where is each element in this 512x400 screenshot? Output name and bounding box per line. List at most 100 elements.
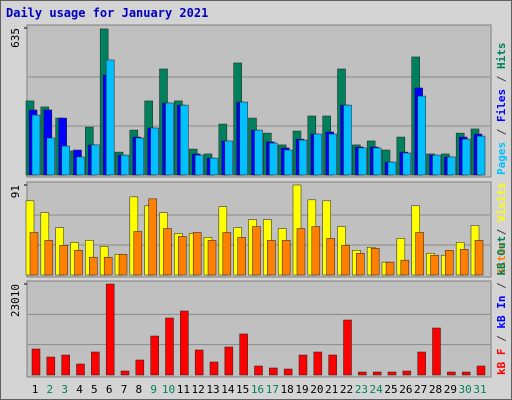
bar — [343, 319, 352, 376]
bar — [385, 261, 395, 276]
x-tick-label: 27 — [414, 383, 427, 396]
x-tick-label: 18 — [281, 383, 294, 396]
bar — [283, 149, 293, 176]
bar — [59, 245, 68, 276]
legend-separator: / — [495, 69, 508, 89]
x-tick-label: 2 — [47, 383, 54, 396]
bar — [105, 59, 115, 176]
x-tick-label: 21 — [325, 383, 338, 396]
bar — [283, 368, 293, 376]
bar — [165, 317, 174, 376]
x-tick-label: 11 — [177, 383, 190, 396]
bar — [341, 245, 350, 276]
bar — [29, 232, 39, 276]
bar — [254, 129, 263, 176]
legend-separator: / — [495, 329, 508, 349]
bar — [224, 140, 234, 176]
y-tick-label: 635 — [9, 28, 22, 48]
x-tick-label: 28 — [429, 383, 442, 396]
bar — [298, 139, 308, 176]
bar — [281, 240, 291, 276]
legend-entry: Visits — [495, 182, 508, 222]
bar — [461, 371, 471, 376]
bar — [31, 114, 41, 176]
bar — [133, 231, 143, 276]
legend-entry: Hits — [495, 43, 508, 70]
bar — [46, 137, 56, 176]
bar — [135, 137, 145, 176]
bar — [432, 327, 441, 376]
x-tick-label: 6 — [106, 383, 113, 396]
x-tick-label: 23 — [355, 383, 368, 396]
x-tick-label: 1 — [32, 383, 39, 396]
bar — [313, 133, 323, 176]
bar — [445, 250, 454, 276]
bar — [180, 310, 189, 376]
x-tick-label: 26 — [399, 383, 412, 396]
bar — [31, 348, 41, 376]
x-tick-label: 7 — [121, 383, 128, 396]
bar — [89, 256, 98, 276]
x-tick-label: 31 — [473, 383, 486, 396]
bar — [298, 354, 308, 376]
bar — [400, 259, 410, 276]
bar — [417, 95, 426, 176]
x-tick-label: 14 — [221, 383, 235, 396]
legend: kB F / kB In / kB Out — [495, 236, 508, 375]
bar — [387, 371, 397, 376]
legend-entry: Sites — [495, 242, 508, 275]
legend-separator: / — [495, 276, 508, 296]
bar — [76, 363, 85, 376]
bar — [209, 361, 219, 376]
legend: Sites / Visits — [495, 182, 508, 275]
legend: Pages / Files / Hits — [495, 43, 508, 176]
bar — [269, 142, 278, 176]
bar — [358, 147, 367, 176]
bar — [447, 156, 456, 176]
bar — [178, 236, 187, 276]
x-tick-label: 8 — [136, 383, 143, 396]
chart-title: Daily usage for January 2021 — [6, 6, 208, 20]
x-tick-label: 19 — [295, 383, 308, 396]
bar — [76, 156, 85, 176]
x-tick-label: 5 — [91, 383, 98, 396]
x-tick-label: 12 — [192, 383, 205, 396]
y-tick-label: 23010 — [9, 284, 22, 317]
bar — [459, 249, 469, 276]
bar — [61, 145, 70, 176]
bar — [135, 359, 145, 376]
legend-separator: / — [495, 222, 508, 242]
bar — [192, 232, 202, 276]
bar — [461, 138, 471, 176]
bar — [46, 356, 56, 376]
bar — [91, 351, 100, 376]
x-tick-label: 24 — [370, 383, 384, 396]
bar — [105, 283, 115, 376]
bar — [417, 351, 426, 376]
bar — [120, 154, 130, 176]
bar — [163, 228, 172, 276]
legend-entry: Files — [495, 89, 508, 122]
bar — [254, 365, 263, 376]
bar — [252, 226, 261, 276]
bar — [430, 254, 439, 276]
x-tick-label: 30 — [459, 383, 472, 396]
legend-separator: / — [495, 122, 508, 142]
x-tick-label: 15 — [236, 383, 249, 396]
bar — [165, 102, 174, 176]
bar — [326, 238, 335, 276]
x-tick-label: 17 — [266, 383, 279, 396]
bar — [120, 370, 130, 376]
x-tick-label: 20 — [310, 383, 323, 396]
bar — [237, 237, 246, 276]
bar — [224, 346, 234, 376]
y-tick-label: 91 — [9, 185, 22, 198]
bar — [402, 152, 412, 176]
bar — [343, 104, 352, 176]
bar — [180, 104, 189, 176]
bar — [44, 240, 54, 276]
x-tick-label: 10 — [162, 383, 175, 396]
bar — [61, 354, 70, 376]
panel — [26, 280, 492, 378]
bar — [267, 240, 276, 276]
